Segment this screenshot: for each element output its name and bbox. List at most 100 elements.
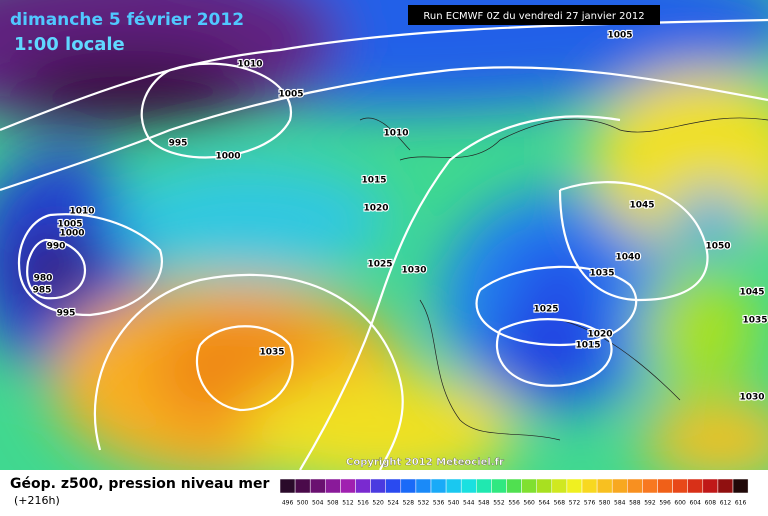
legend-label: 552 — [493, 500, 505, 507]
legend-swatch — [611, 478, 628, 494]
isobar-label: 1045 — [739, 288, 764, 298]
isobar-label: 1000 — [59, 229, 84, 239]
legend-label: 540 — [448, 500, 460, 507]
legend-label: 608 — [705, 500, 717, 507]
footer-title: Géop. z500, pression niveau mer — [10, 476, 269, 492]
isobar-label: 980 — [34, 274, 53, 284]
legend-label: 592 — [644, 500, 656, 507]
isobar-label: 1030 — [739, 393, 764, 403]
isobar-label: 1010 — [69, 207, 94, 217]
legend-swatch — [325, 478, 341, 494]
legend-swatch — [460, 478, 477, 494]
legend-swatch — [476, 478, 492, 494]
legend-swatch — [340, 478, 356, 494]
map-time: 1:00 locale — [14, 34, 125, 55]
footer-lead: (+216h) — [14, 494, 60, 507]
legend-label: 508 — [327, 500, 339, 507]
legend-swatch — [506, 478, 522, 494]
isobar — [26, 238, 87, 300]
legend-label: 516 — [357, 500, 369, 507]
legend-swatch — [627, 478, 643, 494]
legend-swatch — [536, 478, 553, 494]
run-box — [408, 5, 660, 25]
copyright: Copyright 2012 Meteociel.fr — [346, 457, 504, 468]
legend-swatch — [355, 478, 371, 494]
legend-swatch — [551, 478, 568, 494]
legend-swatch — [370, 478, 386, 494]
isobar-label: 1015 — [361, 176, 386, 186]
run-info: Run ECMWF 0Z du vendredi 27 janvier 2012 — [423, 11, 644, 22]
legend-swatch — [581, 478, 598, 494]
legend-label: 500 — [297, 500, 309, 507]
isobar-label: 1010 — [237, 60, 262, 70]
isobar — [0, 66, 768, 192]
legend-label: 548 — [478, 500, 490, 507]
isobar-label: 1005 — [278, 90, 303, 100]
legend-label: 520 — [372, 500, 384, 507]
isobar-label: 1005 — [607, 31, 632, 41]
legend-label: 560 — [523, 500, 535, 507]
color-legend: 496 500 504 508 512 516 520 524 528 532 536 540 544 5… — [279, 478, 749, 507]
legend-swatch — [642, 478, 658, 494]
legend-label: 564 — [539, 500, 551, 507]
isobar-label: 1025 — [367, 260, 392, 270]
isobar-label: 1030 — [401, 266, 426, 276]
isobar — [93, 273, 404, 470]
legend-swatch — [687, 478, 704, 494]
isobar-label: 1020 — [587, 330, 612, 340]
legend-swatch — [400, 478, 417, 494]
legend-label: 604 — [690, 500, 702, 507]
legend-label: 568 — [554, 500, 566, 507]
isobar — [495, 318, 613, 387]
isobar-label: 1000 — [215, 152, 240, 162]
legend-label: 596 — [659, 500, 671, 507]
isobar-label: 1010 — [383, 129, 408, 139]
legend-label: 572 — [569, 500, 581, 507]
legend-swatch — [491, 478, 507, 494]
isobar — [140, 62, 293, 159]
isobar-label: 995 — [57, 309, 76, 319]
isobar-label: 985 — [33, 286, 52, 296]
isobar-label: 1040 — [615, 253, 640, 263]
legend-label: 612 — [720, 500, 732, 507]
legend-label: 600 — [674, 500, 686, 507]
legend-swatch — [415, 478, 432, 494]
legend-label: 528 — [403, 500, 415, 507]
legend-label: 524 — [388, 500, 400, 507]
legend-label: 536 — [433, 500, 445, 507]
legend-swatch — [445, 478, 462, 494]
isobar-label: 1035 — [259, 348, 284, 358]
legend-label: 504 — [312, 500, 324, 507]
isobar — [299, 115, 621, 470]
isobar-label: 995 — [169, 139, 188, 149]
legend-swatch — [596, 478, 613, 494]
isobar-label: 1045 — [629, 201, 654, 211]
isobar-label: 990 — [47, 242, 66, 252]
legend-swatch — [566, 478, 583, 494]
legend-label: 556 — [508, 500, 520, 507]
isobar-label: 1015 — [575, 341, 600, 351]
map-date: dimanche 5 février 2012 — [10, 10, 244, 30]
legend-swatch — [521, 478, 537, 494]
isobar-label: 1020 — [363, 204, 388, 214]
legend-label: 576 — [584, 500, 596, 507]
legend-label: 532 — [418, 500, 430, 507]
isobar — [195, 325, 294, 412]
legend-label: 580 — [599, 500, 611, 507]
legend-label: 544 — [463, 500, 475, 507]
legend-swatch — [430, 478, 447, 494]
legend-label: 588 — [629, 500, 641, 507]
isobar-labels: 1005101010059951000101010151020102510301… — [32, 29, 768, 403]
legend-swatch — [294, 478, 311, 494]
legend-swatch — [732, 478, 749, 494]
legend-swatch — [717, 478, 734, 494]
legend-label: 584 — [614, 500, 626, 507]
legend-swatch — [279, 478, 296, 494]
legend-label: 616 — [735, 500, 747, 507]
isobar-label: 1005 — [57, 220, 82, 230]
legend-swatch — [657, 478, 673, 494]
legend-swatch — [309, 478, 326, 494]
isobar — [475, 265, 638, 347]
